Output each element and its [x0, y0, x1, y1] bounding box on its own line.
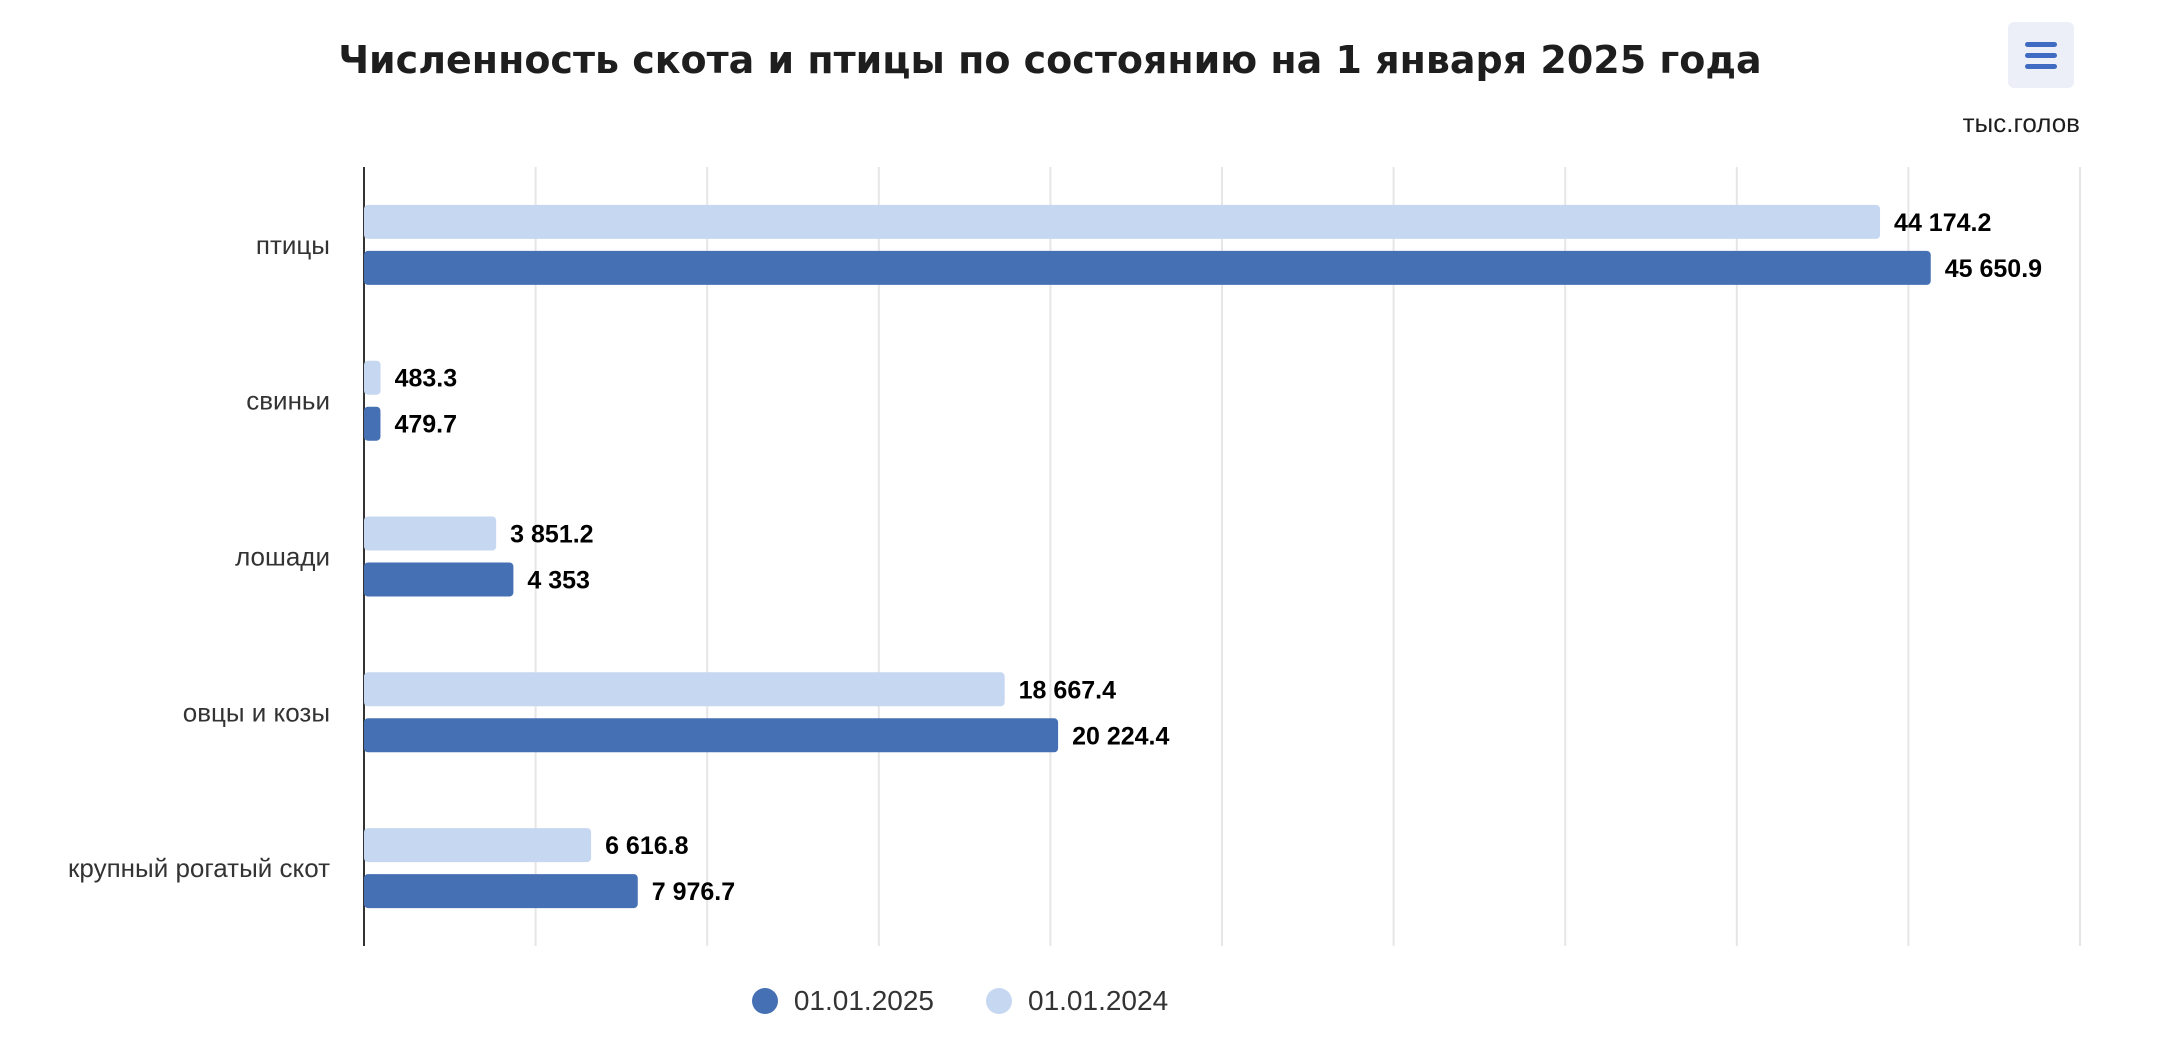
hamburger-menu-icon-line	[2025, 53, 2057, 58]
bar-01.01.2025[interactable]	[364, 718, 1059, 753]
data-label: 18 667.4	[1019, 676, 1116, 704]
bar-chart: птицы 44 174.2 45 650.9 свиньи 483.3 479.7 лош…	[68, 167, 2081, 946]
legend: 01.01.2025 01.01.2024	[0, 985, 2040, 1017]
bar-01.01.2024[interactable]	[364, 204, 1881, 239]
legend-item-2025[interactable]: 01.01.2025	[751, 985, 934, 1017]
category-label: лошади	[235, 542, 330, 572]
category-label: свиньи	[246, 386, 330, 416]
bar-01.01.2025[interactable]	[364, 874, 638, 909]
data-label: 45 650.9	[1945, 255, 2042, 283]
hamburger-menu-icon-line	[2025, 64, 2057, 69]
bar-01.01.2024[interactable]	[364, 828, 592, 863]
data-label: 7 976.7	[652, 878, 735, 906]
category-label: овцы и козы	[183, 697, 330, 727]
data-label: 483.3	[395, 365, 458, 393]
bar-01.01.2025[interactable]	[364, 250, 1931, 285]
legend-dot-2024	[986, 988, 1012, 1014]
bar-01.01.2025[interactable]	[364, 562, 514, 597]
unit-label: тыс.голов	[1962, 108, 2080, 138]
hamburger-menu-icon	[2025, 42, 2057, 47]
data-label: 20 224.4	[1072, 722, 1169, 750]
chart-menu-button[interactable]	[2008, 22, 2074, 88]
bar-01.01.2024[interactable]	[364, 672, 1005, 707]
chart-title: Численность скота и птицы по состоянию н…	[338, 38, 1762, 82]
legend-label-2024: 01.01.2024	[1028, 985, 1169, 1016]
category-label: крупный рогатый скот	[68, 853, 330, 883]
data-label: 479.7	[394, 411, 457, 439]
bar-01.01.2024[interactable]	[364, 360, 381, 395]
data-label: 3 851.2	[510, 521, 593, 549]
legend-label-2025: 01.01.2025	[793, 985, 934, 1016]
data-label: 44 174.2	[1894, 209, 1991, 237]
data-label: 4 353	[527, 567, 590, 595]
legend-item-2024[interactable]: 01.01.2024	[986, 985, 1168, 1017]
legend-dot-2025	[751, 988, 778, 1014]
category-label: птицы	[256, 230, 330, 260]
bar-01.01.2025[interactable]	[364, 406, 381, 441]
bar-01.01.2024[interactable]	[364, 516, 497, 551]
data-label: 6 616.8	[605, 832, 689, 860]
